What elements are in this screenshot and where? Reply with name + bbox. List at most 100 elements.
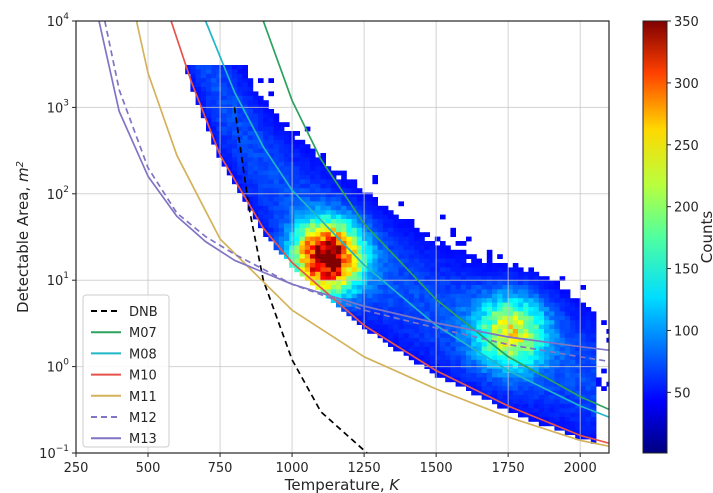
heatmap-cell <box>481 267 488 273</box>
heatmap-cell <box>273 144 280 149</box>
heatmap-cell <box>544 311 550 317</box>
heatmap-cell <box>460 315 467 321</box>
heatmap-cell <box>585 351 592 356</box>
heatmap-cell <box>466 311 472 317</box>
heatmap-cell <box>398 329 404 334</box>
heatmap-cell <box>273 153 280 158</box>
series-curve-m11 <box>135 21 609 448</box>
heatmap-cell <box>538 346 545 352</box>
heatmap-cell <box>325 271 332 277</box>
heatmap-cell <box>362 280 368 286</box>
heatmap-cell <box>304 236 311 242</box>
heatmap-cell <box>372 179 378 185</box>
heatmap-cell <box>367 258 373 264</box>
heatmap-cell <box>434 359 441 365</box>
heatmap-cell <box>242 95 248 101</box>
heatmap-cell <box>419 307 425 312</box>
heatmap-cell <box>367 329 373 334</box>
heatmap-cell <box>211 117 217 123</box>
heatmap-cell <box>523 351 529 356</box>
heatmap-cell <box>310 197 316 202</box>
heatmap-cell <box>341 219 347 224</box>
heatmap-cell <box>299 139 306 145</box>
heatmap-cell <box>590 390 597 396</box>
heatmap-cell <box>507 395 514 400</box>
heatmap-cell <box>195 69 202 75</box>
heatmap-cell <box>414 249 420 255</box>
heatmap-cell <box>466 351 472 356</box>
x-tick-label: 1250 <box>348 461 381 476</box>
heatmap-cell <box>273 122 280 127</box>
heatmap-cell <box>512 280 519 286</box>
heatmap-cell <box>221 157 228 163</box>
heatmap-cell <box>398 236 404 242</box>
heatmap-cell <box>533 311 540 317</box>
heatmap-cell <box>564 311 571 317</box>
heatmap-cell <box>440 320 446 325</box>
legend-label-m07: M07 <box>129 326 157 341</box>
x-tick-labels: 250 500 750 1000 1250 1500 1750 2000 <box>64 453 597 476</box>
heatmap-cell <box>476 337 482 343</box>
heatmap-cell <box>564 337 571 343</box>
heatmap-cell <box>528 373 534 378</box>
heatmap-cell <box>590 395 597 400</box>
heatmap-cell <box>372 241 378 246</box>
heatmap-cell <box>258 153 264 158</box>
heatmap-cell <box>424 263 430 268</box>
heatmap-cell <box>507 289 514 295</box>
heatmap-cell <box>382 289 389 295</box>
heatmap-cell <box>570 373 576 378</box>
heatmap-cell <box>533 298 540 303</box>
heatmap-cell <box>429 280 436 286</box>
heatmap-cell <box>570 377 576 383</box>
heatmap-cell <box>476 373 482 378</box>
heatmap-cell <box>466 320 472 325</box>
heatmap-cell <box>200 78 207 83</box>
heatmap-cell <box>346 276 352 281</box>
colorbar-tick-label: 200 <box>674 201 699 216</box>
heatmap-cell <box>325 227 332 233</box>
heatmap-cell <box>445 267 451 273</box>
heatmap-cell <box>440 276 446 281</box>
heatmap-cell <box>304 267 311 273</box>
heatmap-cell <box>455 320 462 325</box>
heatmap-cell <box>190 87 196 92</box>
heatmap-cell <box>356 192 363 198</box>
heatmap-cell <box>523 395 529 400</box>
heatmap-cell <box>284 210 290 215</box>
heatmap-cell <box>429 311 436 317</box>
heatmap-cell <box>273 175 280 180</box>
heatmap-cell <box>502 359 508 365</box>
heatmap-cell <box>471 263 477 268</box>
heatmap-cell <box>304 175 311 180</box>
heatmap-cell <box>419 342 425 347</box>
heatmap-cell <box>273 166 280 171</box>
heatmap-cell <box>242 65 248 70</box>
heatmap-cell <box>221 87 228 92</box>
heatmap-cell <box>492 293 498 299</box>
heatmap-cell <box>590 311 597 317</box>
heatmap-cell <box>341 276 347 281</box>
heatmap-cell <box>304 170 311 176</box>
heatmap-cell <box>523 355 529 361</box>
heatmap-cell <box>497 315 503 321</box>
heatmap-cell <box>252 183 259 189</box>
heatmap-cell <box>585 403 592 409</box>
heatmap-cell <box>367 280 373 286</box>
heatmap-cell <box>226 135 233 141</box>
heatmap-cell <box>263 223 269 229</box>
heatmap-cell <box>320 249 326 255</box>
heatmap-cell <box>549 285 555 290</box>
heatmap-cell <box>554 412 560 418</box>
heatmap-cell <box>460 355 467 361</box>
heatmap-cell <box>185 65 191 70</box>
heatmap-cell <box>429 267 436 273</box>
heatmap-cell <box>346 214 352 220</box>
heatmap-cell <box>575 377 581 383</box>
heatmap-cell <box>294 245 300 251</box>
heatmap-cell <box>356 315 363 321</box>
heatmap-cell <box>445 249 451 255</box>
heatmap-cell <box>497 342 503 347</box>
heatmap-cell <box>585 346 592 352</box>
heatmap-cell <box>450 254 456 259</box>
